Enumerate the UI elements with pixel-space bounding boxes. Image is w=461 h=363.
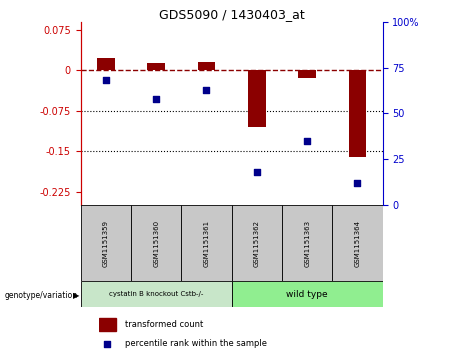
Text: percentile rank within the sample: percentile rank within the sample: [124, 339, 266, 348]
Bar: [231, 205, 282, 281]
Point: [153, 96, 160, 102]
Point: [354, 180, 361, 186]
Text: GSM1151359: GSM1151359: [103, 220, 109, 267]
Bar: [181, 205, 231, 281]
Text: GSM1151363: GSM1151363: [304, 220, 310, 267]
Bar: [99, 318, 116, 331]
Bar: [332, 205, 383, 281]
Bar: [148, 63, 165, 70]
Point: [104, 341, 111, 347]
Text: GSM1151360: GSM1151360: [153, 220, 159, 267]
Text: GSM1151362: GSM1151362: [254, 220, 260, 267]
Bar: [231, 281, 383, 307]
Text: wild type: wild type: [286, 290, 328, 298]
Text: transformed count: transformed count: [124, 321, 203, 329]
Bar: [248, 70, 266, 127]
Point: [102, 78, 110, 83]
Bar: [97, 58, 115, 70]
Title: GDS5090 / 1430403_at: GDS5090 / 1430403_at: [159, 8, 305, 21]
Bar: [131, 205, 181, 281]
Bar: [198, 62, 215, 70]
Bar: [81, 281, 231, 307]
Point: [203, 87, 210, 93]
Text: ▶: ▶: [73, 291, 79, 300]
Text: GSM1151361: GSM1151361: [203, 220, 209, 267]
Bar: [298, 70, 316, 78]
Point: [253, 169, 260, 175]
Text: cystatin B knockout Cstb-/-: cystatin B knockout Cstb-/-: [109, 291, 203, 297]
Bar: [282, 205, 332, 281]
Text: genotype/variation: genotype/variation: [5, 291, 78, 300]
Bar: [81, 205, 131, 281]
Point: [303, 138, 311, 144]
Bar: [349, 70, 366, 156]
Text: GSM1151364: GSM1151364: [355, 220, 361, 267]
